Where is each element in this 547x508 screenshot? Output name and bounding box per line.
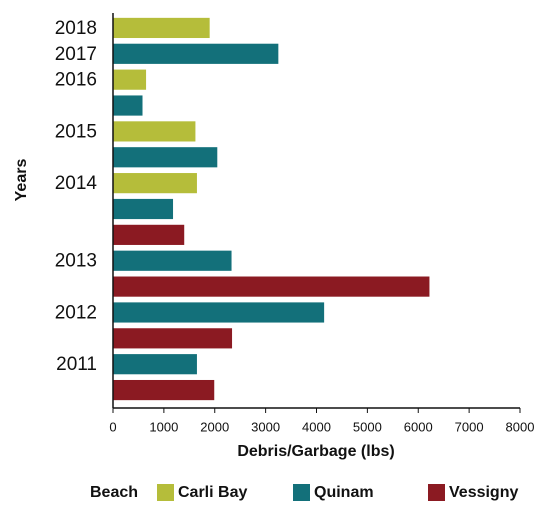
bar: [113, 17, 210, 39]
legend-label: Quinam: [314, 484, 374, 501]
bar: [113, 95, 143, 116]
bar: [113, 328, 233, 349]
bar: [113, 173, 197, 194]
x-tick-label: 3000: [251, 419, 280, 434]
x-axis-title: Debris/Garbage (lbs): [237, 443, 394, 460]
y-tick-label: 2018: [55, 18, 97, 39]
legend-swatch: [428, 484, 445, 501]
bar: [113, 302, 325, 323]
bar: [113, 43, 279, 64]
y-tick-label: 2016: [55, 70, 97, 91]
x-tick-label: 0: [109, 419, 116, 434]
bar: [113, 224, 185, 245]
legend-label: Vessigny: [449, 484, 518, 501]
bar: [113, 354, 197, 375]
bar: [113, 121, 196, 142]
bar: [113, 276, 430, 297]
x-tick-label: 4000: [302, 419, 331, 434]
x-tick-label: 7000: [455, 419, 484, 434]
y-axis-title: Years: [13, 159, 30, 202]
bar: [113, 69, 147, 90]
y-tick-label: 2013: [55, 251, 97, 272]
y-tick-label: 2014: [55, 173, 98, 194]
y-tick-label: 2015: [55, 121, 97, 142]
bar: [113, 147, 218, 168]
legend-title: Beach: [90, 484, 138, 501]
x-tick-label: 8000: [506, 419, 535, 434]
x-tick-label: 1000: [149, 419, 178, 434]
legend-label: Carli Bay: [178, 484, 247, 501]
y-tick-label: 2012: [55, 302, 97, 323]
legend-swatch: [293, 484, 310, 501]
bar: [113, 198, 174, 220]
legend-swatch: [157, 484, 174, 501]
y-tick-label: 2011: [56, 354, 97, 375]
bar: [113, 250, 232, 271]
x-tick-label: 6000: [404, 419, 433, 434]
x-tick-label: 2000: [200, 419, 229, 434]
x-tick-label: 5000: [353, 419, 382, 434]
y-tick-label: 2017: [55, 44, 97, 65]
bar: [113, 379, 215, 401]
